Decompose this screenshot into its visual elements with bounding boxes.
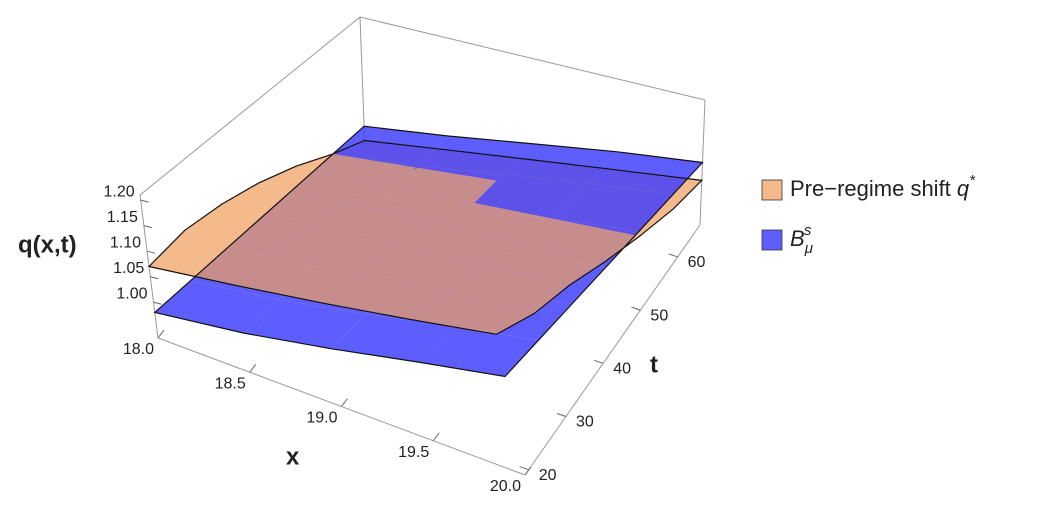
x-tick <box>157 329 165 339</box>
surface-patch <box>236 251 360 304</box>
t-tick-label: 60 <box>688 254 706 271</box>
surface-outline <box>153 125 704 378</box>
surface-patch <box>184 204 309 252</box>
x-tick <box>341 398 348 407</box>
x-tick <box>249 363 257 373</box>
legend-label: Bμs <box>790 222 813 257</box>
surface-patch <box>446 265 570 314</box>
z-tick <box>150 276 159 280</box>
legend-label-part: q <box>957 176 970 201</box>
surface-patch <box>149 230 273 286</box>
z-tick <box>146 250 156 254</box>
t-tick <box>668 253 678 258</box>
surface-patch <box>154 280 279 334</box>
legend-swatch <box>761 229 783 251</box>
z-tick <box>153 301 162 305</box>
t-tick <box>556 413 567 417</box>
surface-patch <box>345 184 468 223</box>
z-tick-label: 1.15 <box>107 209 138 226</box>
surface-patch <box>243 299 366 349</box>
surface-patch <box>221 182 346 225</box>
legend-label: Pre−regime shift q* <box>790 172 976 201</box>
surface-outline <box>147 139 704 335</box>
t-axis-label: t <box>650 351 658 378</box>
surface-patch <box>417 136 533 175</box>
x-tick-label: 20.0 <box>490 478 521 495</box>
z-axis-label: q(x,t) <box>18 231 77 258</box>
t-tick <box>594 359 604 364</box>
surface-patch <box>410 293 534 335</box>
surface-patch <box>432 201 554 243</box>
z-tick-label: 1.20 <box>104 183 135 200</box>
z-tick-label: 1.10 <box>110 234 141 251</box>
x-tick <box>432 432 440 442</box>
surface-patch <box>518 218 640 262</box>
surface-patch <box>323 273 447 320</box>
surfaces <box>149 126 703 377</box>
z-tick <box>140 199 149 203</box>
x-tick-label: 19.0 <box>306 410 337 427</box>
surface-patch <box>553 183 674 231</box>
surface-patch <box>308 202 433 246</box>
x-tick-label: 18.5 <box>215 375 246 392</box>
surface-patch <box>482 242 606 286</box>
x-axis-label: x <box>286 443 300 470</box>
z-tick <box>143 225 152 229</box>
legend-label-part: B <box>790 226 805 251</box>
t-tick <box>631 306 641 311</box>
box-edge <box>359 16 706 101</box>
x-tick <box>524 466 532 476</box>
z-tick-label: 1.05 <box>113 260 144 277</box>
x-tick-label: 18.0 <box>123 341 154 358</box>
t-tick-label: 40 <box>613 361 631 378</box>
t-tick-label: 30 <box>576 414 594 431</box>
x-tick-label: 19.5 <box>398 444 429 461</box>
legend-label-part: * <box>969 172 976 189</box>
surface-patch <box>331 313 453 363</box>
legend-label-part: Pre−regime shift <box>790 176 957 201</box>
surface-patch <box>395 222 519 266</box>
z-tick-label: 1.00 <box>116 285 147 302</box>
box-edge <box>524 224 701 476</box>
legend-label-part: μ <box>804 240 813 257</box>
surface-patch <box>381 167 503 202</box>
surface-patch <box>359 245 483 294</box>
surface-patch <box>258 166 382 203</box>
surface-patch <box>418 326 539 377</box>
legend-label-part: s <box>804 222 812 239</box>
t-tick-label: 20 <box>539 467 557 484</box>
box-edge <box>139 16 361 196</box>
surface-patch <box>332 126 449 166</box>
surface-patch <box>295 153 418 185</box>
legend-swatch <box>761 179 783 201</box>
surface-patch <box>272 224 396 274</box>
t-tick-label: 50 <box>650 307 668 324</box>
t-tick <box>519 466 529 471</box>
